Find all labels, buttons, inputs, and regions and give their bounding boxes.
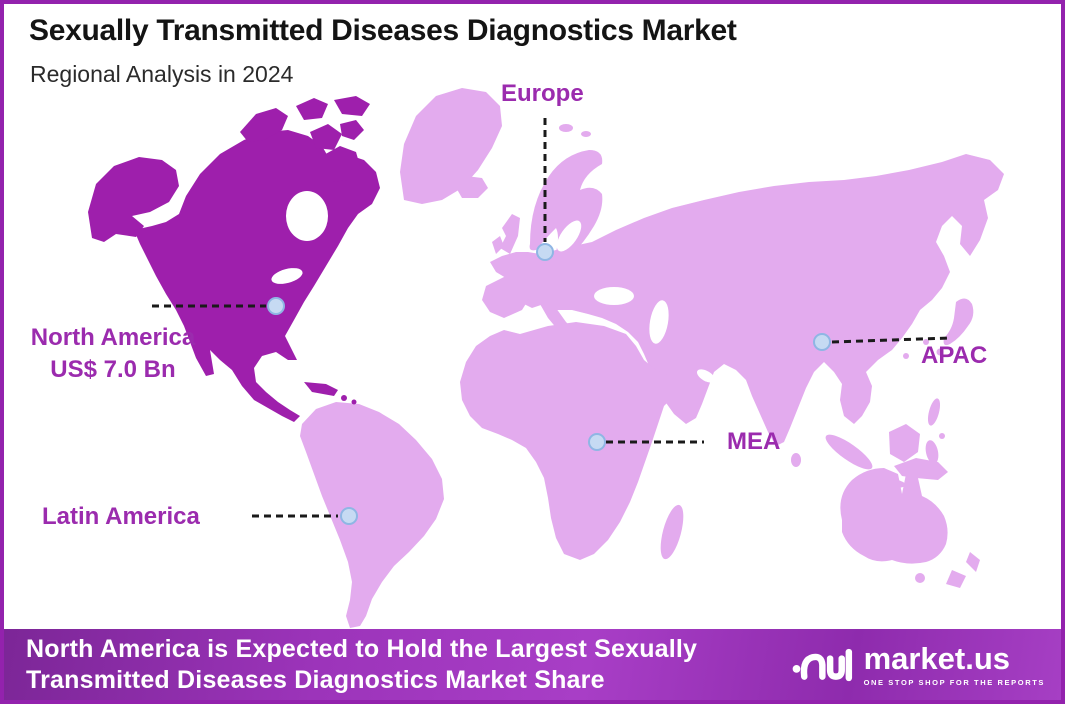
landmass-scandinavia: [529, 150, 603, 260]
landmass-arctic-islands-3: [334, 96, 370, 116]
landmass-philippines: [927, 398, 941, 426]
landmass-iberia: [482, 276, 532, 318]
landmass-south-america: [300, 402, 444, 628]
logo-brand: market.us: [863, 640, 1011, 676]
landmass-nz-north: [966, 552, 980, 572]
landmass-japan-s: [936, 348, 944, 356]
landmass-greenland: [400, 88, 502, 204]
landmass-svalbard: [559, 124, 573, 132]
landmass-arctic-islands-4: [310, 124, 342, 150]
marketus-logo-icon: [792, 648, 852, 681]
banner-line-2: Transmitted Diseases Diagnostics Market …: [26, 665, 605, 694]
marker-europe: [536, 243, 554, 261]
landmass-sumatra: [825, 434, 873, 470]
landmass-philippines-2: [939, 433, 945, 439]
banner-line-1: North America is Expected to Hold the La…: [26, 635, 698, 663]
landmass-taiwan: [923, 339, 929, 345]
landmass-ireland: [492, 236, 504, 254]
great-lakes: [271, 268, 303, 284]
landmass-alaska: [88, 157, 179, 242]
black-sea: [594, 287, 634, 305]
page-subtitle: Regional Analysis in 2024: [30, 61, 294, 87]
marker-apac: [813, 333, 831, 351]
landmass-arctic-islands-2: [296, 98, 328, 120]
landmass-japan: [943, 298, 974, 346]
banner-text: North America is Expected to Hold the La…: [4, 634, 697, 695]
landmass-arctic-islands-1: [240, 108, 288, 142]
landmass-eurasia: [490, 154, 1004, 446]
label-north-america: North America US$ 7.0 Bn: [12, 324, 214, 385]
page-title: Sexually Transmitted Diseases Diagnostic…: [29, 14, 737, 47]
hudson-bay: [286, 191, 328, 241]
landmass-tasmania: [915, 573, 925, 583]
landmass-iceland: [454, 176, 488, 198]
marketus-logo-text: market.us ONE STOP SHOP FOR THE REPORTS: [864, 643, 1045, 687]
landmass-borneo: [889, 424, 920, 462]
landmass-madagascar: [660, 504, 684, 560]
landmass-new-guinea: [894, 458, 948, 480]
marketus-logo: market.us ONE STOP SHOP FOR THE REPORTS: [792, 629, 1045, 700]
connectors: [152, 118, 951, 518]
landmass-baffin: [322, 146, 360, 182]
landmass-cuba: [304, 382, 338, 396]
region-base-landmasses: [300, 88, 1004, 628]
landmass-caribbean-isle: [351, 399, 357, 405]
caspian-sea: [649, 300, 669, 344]
marker-latin-america: [340, 507, 358, 525]
baltic-sea: [556, 220, 582, 252]
label-europe: Europe: [501, 80, 584, 107]
world-map: [88, 88, 1004, 628]
landmass-svalbard-2: [581, 131, 591, 137]
landmass-nz-south: [946, 570, 966, 588]
landmass-sulawesi: [925, 440, 939, 464]
north-america-lakes: [271, 191, 328, 284]
bottom-banner: North America is Expected to Hold the La…: [4, 629, 1061, 700]
markers: [267, 243, 831, 525]
landmass-sri-lanka: [791, 453, 801, 467]
logo-tagline: ONE STOP SHOP FOR THE REPORTS: [863, 677, 1045, 687]
label-mea: MEA: [727, 428, 781, 455]
inland-seas: [556, 220, 716, 383]
connector-apac: [831, 336, 951, 344]
landmass-australia: [840, 460, 948, 564]
marker-north-america: [267, 297, 285, 315]
landmass-africa: [460, 322, 686, 560]
label-north-america-name: North America: [30, 324, 196, 351]
marker-mea: [588, 433, 606, 451]
persian-gulf: [696, 369, 716, 383]
landmass-hispaniola: [341, 395, 347, 401]
label-apac: APAC: [921, 342, 988, 369]
landmass-hainan: [903, 353, 909, 359]
label-north-america-value: US$ 7.0 Bn: [50, 355, 176, 383]
landmass-arctic-islands-5: [340, 120, 364, 140]
landmass-uk: [500, 214, 520, 254]
label-latin-america: Latin America: [42, 503, 200, 530]
